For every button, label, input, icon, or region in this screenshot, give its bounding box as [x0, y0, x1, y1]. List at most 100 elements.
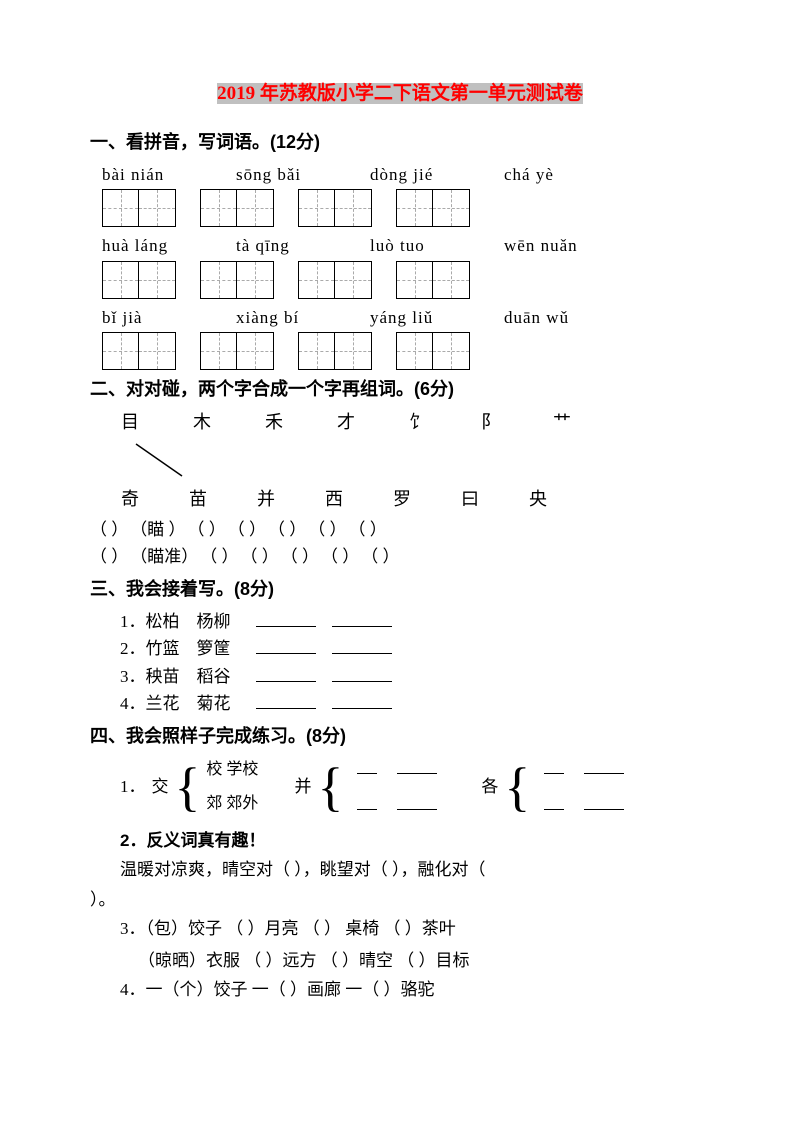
comp-top-6: 阝 — [480, 409, 500, 436]
s3-3-n: 3． — [120, 667, 146, 686]
s4-item-4: 4．一（个）饺子 一（ ）画廊 一（ ）骆驼 — [120, 977, 710, 1003]
brace-icon: { — [175, 763, 201, 811]
char-box — [396, 189, 470, 227]
section-1-heading: 一、看拼音，写词语。(12分) — [90, 129, 710, 156]
brace-3-bot — [536, 792, 632, 818]
blank — [332, 609, 392, 627]
paren-2-6: （ ） — [321, 544, 359, 570]
s4-2-b: ）。 — [90, 887, 710, 913]
comp-bot-5: 罗 — [392, 486, 412, 513]
comp-top-1: 目 — [120, 409, 140, 436]
s3-2-n: 2． — [120, 639, 146, 658]
title-year: 2019 — [217, 83, 255, 104]
brace-2-bot — [349, 792, 445, 818]
brace-2-top — [349, 756, 445, 782]
section-2-heading: 二、对对碰，两个字合成一个字再组词。(6分) — [90, 376, 710, 403]
s3-item-3: 3．秧苗 稻谷 — [120, 664, 710, 690]
brace-3-left: 各 — [481, 774, 498, 800]
paren-2-5: （ ） — [281, 544, 319, 570]
comp-bot-7: 央 — [528, 486, 548, 513]
paren-row-2: （ ） （瞄准） （ ） （ ） （ ） （ ） （ ） — [90, 544, 710, 570]
brace-2-content — [349, 756, 445, 818]
component-top-row: 目 木 禾 才 饣 阝 艹 — [120, 409, 710, 436]
brace-1-top: 校 学校 — [206, 758, 258, 782]
section-4-heading: 四、我会照样子完成练习。(8分) — [90, 723, 710, 750]
paren-1-2: （瞄 ） — [130, 517, 185, 543]
s4-item-2-text: 温暖对凉爽，晴空对（ ），眺望对（ ），融化对（ — [120, 857, 710, 883]
char-box — [298, 189, 372, 227]
pinyin-3-3: yáng liǔ — [370, 305, 480, 331]
comp-top-4: 才 — [336, 409, 356, 436]
pinyin-3-1: bǐ jià — [102, 305, 212, 331]
paren-1-6: （ ） — [308, 517, 346, 543]
paren-1-4: （ ） — [228, 517, 266, 543]
paren-2-2: （瞄准） — [130, 544, 198, 570]
s3-2-b: 箩筐 — [197, 639, 231, 658]
blank — [256, 609, 316, 627]
comp-top-7: 艹 — [552, 409, 572, 436]
pinyin-1-1: bài nián — [102, 162, 212, 188]
pinyin-2-1: huà láng — [102, 233, 212, 259]
paren-1-5: （ ） — [268, 517, 306, 543]
comp-top-2: 木 — [192, 409, 212, 436]
s3-item-2: 2．竹篮 箩筐 — [120, 636, 710, 662]
title-rest: 年苏教版小学二下语文第一单元测试卷 — [255, 83, 583, 104]
brace-1-left: 交 — [152, 774, 169, 800]
paren-1-1: （ ） — [90, 517, 128, 543]
blank — [332, 691, 392, 709]
char-box — [200, 189, 274, 227]
s3-3-b: 稻谷 — [197, 667, 231, 686]
s4-item-2-heading: 2．反义词真有趣！ — [120, 828, 710, 854]
brace-icon: { — [504, 763, 530, 811]
paren-row-1: （ ） （瞄 ） （ ） （ ） （ ） （ ） （ ） — [90, 517, 710, 543]
s4-item-3a: 3．（包）饺子 （ ）月亮 （ ） 桌椅 （ ）茶叶 — [120, 916, 710, 942]
paren-1-7: （ ） — [349, 517, 387, 543]
comp-bot-2: 苗 — [188, 486, 208, 513]
s3-2-a: 竹篮 — [146, 639, 180, 658]
pinyin-2-3: luò tuo — [370, 233, 480, 259]
paren-2-7: （ ） — [361, 544, 399, 570]
char-box — [102, 332, 176, 370]
s3-item-1: 1．松柏 杨柳 — [120, 609, 710, 635]
pinyin-1-3: dòng jié — [370, 162, 480, 188]
pinyin-3-2: xiàng bí — [236, 305, 346, 331]
s4-item-1: 1． 交 { 校 学校 郊 郊外 并 { 各 { — [120, 756, 710, 818]
connector-line — [134, 442, 194, 478]
brace-icon: { — [317, 763, 343, 811]
pinyin-row-2: huà láng tà qīng luò tuo wēn nuǎn — [102, 233, 710, 259]
s4-item-3b: （晾晒）衣服 （ ）远方 （ ）晴空 （ ）目标 — [138, 948, 710, 974]
s3-4-n: 4． — [120, 694, 146, 713]
blank — [256, 664, 316, 682]
char-box — [396, 332, 470, 370]
pinyin-3-4: duān wǔ — [504, 305, 614, 331]
paren-2-3: （ ） — [200, 544, 238, 570]
paren-2-1: （ ） — [90, 544, 128, 570]
s3-1-n: 1． — [120, 612, 146, 631]
brace-2-left: 并 — [294, 774, 311, 800]
box-row-3 — [102, 332, 710, 370]
comp-bot-3: 并 — [256, 486, 276, 513]
s3-1-b: 杨柳 — [197, 612, 231, 631]
paren-1-3: （ ） — [188, 517, 226, 543]
section-3-heading: 三、我会接着写。(8分) — [90, 576, 710, 603]
brace-3-top — [536, 756, 632, 782]
comp-bot-4: 西 — [324, 486, 344, 513]
blank — [332, 636, 392, 654]
comp-top-3: 禾 — [264, 409, 284, 436]
page-title: 2019 年苏教版小学二下语文第一单元测试卷 — [90, 80, 710, 109]
blank — [332, 664, 392, 682]
blank — [256, 691, 316, 709]
comp-top-5: 饣 — [408, 409, 428, 436]
pinyin-1-2: sōng bǎi — [236, 162, 346, 188]
s4-1-label: 1． — [120, 774, 146, 800]
pinyin-2-2: tà qīng — [236, 233, 346, 259]
paren-2-4: （ ） — [241, 544, 279, 570]
char-box — [200, 261, 274, 299]
brace-3-content — [536, 756, 632, 818]
blank — [256, 636, 316, 654]
box-row-2 — [102, 261, 710, 299]
s4-2-a: 温暖对凉爽，晴空对（ ），眺望对（ ），融化对（ — [120, 860, 486, 879]
s3-item-4: 4．兰花 菊花 — [120, 691, 710, 717]
char-box — [102, 189, 176, 227]
brace-1-bot: 郊 郊外 — [206, 792, 258, 816]
